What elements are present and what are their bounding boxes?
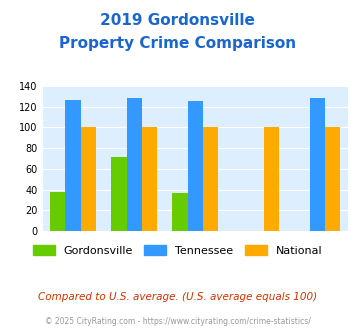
Bar (325, 127, 340, 231)
Bar (111, 157, 126, 231)
Text: 2019 Gordonsville: 2019 Gordonsville (100, 13, 255, 28)
Bar (310, 98, 325, 231)
Bar (81, 127, 96, 231)
Bar (142, 127, 157, 231)
Bar (126, 98, 142, 231)
Bar (50, 192, 66, 231)
Bar (66, 100, 81, 231)
Bar (203, 127, 218, 231)
Text: Compared to U.S. average. (U.S. average equals 100): Compared to U.S. average. (U.S. average … (38, 292, 317, 302)
Bar (188, 101, 203, 231)
Text: © 2025 CityRating.com - https://www.cityrating.com/crime-statistics/: © 2025 CityRating.com - https://www.city… (45, 317, 310, 326)
Bar (264, 127, 279, 231)
Text: Property Crime Comparison: Property Crime Comparison (59, 36, 296, 51)
Legend: Gordonsville, Tennessee, National: Gordonsville, Tennessee, National (28, 241, 327, 260)
Bar (173, 193, 187, 231)
